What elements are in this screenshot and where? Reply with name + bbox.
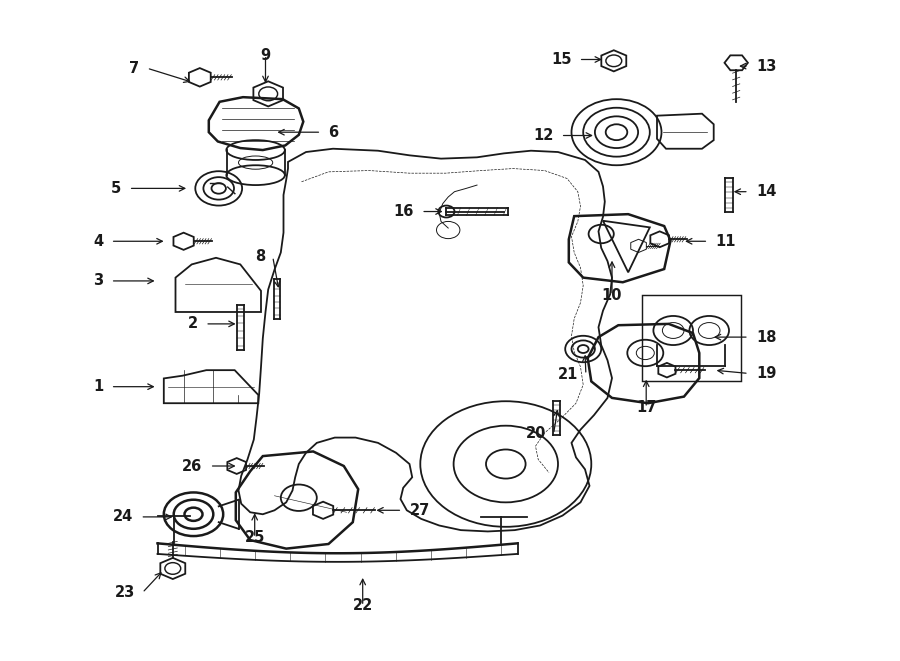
Text: 21: 21 — [558, 367, 579, 382]
Text: 7: 7 — [130, 61, 140, 76]
Text: 9: 9 — [260, 48, 271, 63]
Text: 10: 10 — [602, 288, 622, 303]
Text: 23: 23 — [115, 585, 135, 600]
Text: 2: 2 — [188, 317, 198, 331]
Text: 24: 24 — [113, 510, 133, 524]
Text: 19: 19 — [756, 366, 777, 381]
Text: 18: 18 — [756, 330, 777, 344]
Text: 15: 15 — [551, 52, 572, 67]
Text: 26: 26 — [182, 459, 202, 473]
Text: 6: 6 — [328, 125, 338, 139]
Text: 27: 27 — [410, 503, 430, 518]
Text: 16: 16 — [393, 204, 414, 219]
Text: 5: 5 — [112, 181, 122, 196]
Text: 11: 11 — [716, 234, 736, 249]
Text: 8: 8 — [256, 249, 266, 264]
Text: 3: 3 — [94, 274, 104, 288]
Text: 25: 25 — [245, 530, 265, 545]
Text: 4: 4 — [94, 234, 104, 249]
Text: 12: 12 — [533, 128, 554, 143]
Text: 17: 17 — [636, 400, 656, 415]
Text: 14: 14 — [756, 184, 777, 199]
Text: 22: 22 — [353, 598, 373, 613]
Text: 13: 13 — [756, 59, 777, 73]
Text: 20: 20 — [526, 426, 546, 442]
Text: 1: 1 — [94, 379, 104, 394]
